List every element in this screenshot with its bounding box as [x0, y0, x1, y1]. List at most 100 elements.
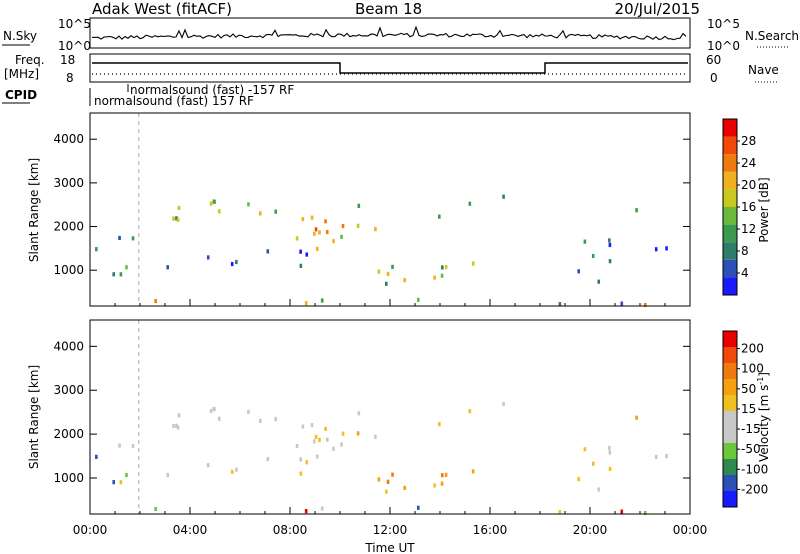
velocity-cell [468, 409, 472, 414]
power-cell [112, 272, 116, 277]
power-cell [217, 209, 221, 214]
power-cell [247, 202, 250, 207]
power-y-label: Slant Range [km] [27, 158, 41, 262]
velocity-cell [332, 446, 335, 451]
colorbar-segment [723, 363, 737, 379]
freq-right-tick-bottom: 0 [710, 71, 718, 85]
velocity-cell [437, 422, 441, 427]
noise-left-tick-bottom: 10^0 [58, 39, 91, 53]
velocity-cell [620, 509, 624, 514]
colorbar-segment [723, 459, 737, 475]
freq-left-tick-bottom: 8 [66, 71, 74, 85]
velocity-cell [295, 443, 299, 449]
power-cell [608, 242, 612, 248]
power-cell [608, 238, 611, 243]
power-cell [502, 194, 505, 199]
power-cell [266, 249, 270, 254]
velocity-cell [247, 409, 250, 414]
velocity-cell [235, 467, 238, 472]
power-y-axis: 1000 2000 3000 4000 [53, 132, 690, 277]
x-axis-label: Time UT [364, 541, 415, 554]
power-cell [258, 211, 262, 216]
colorbar-tick-label: 15 [741, 402, 756, 416]
power-cell [312, 231, 316, 236]
velocity-cell [357, 411, 361, 416]
velocity-cell [217, 416, 221, 421]
velocity-cell [377, 477, 381, 482]
power-cell [608, 259, 612, 264]
velocity-cell [384, 489, 388, 494]
velocity-cell [315, 454, 319, 459]
velocity-cell [166, 472, 170, 478]
power-cell [471, 261, 475, 266]
power-cell [444, 264, 448, 270]
velocity-cell [258, 418, 262, 423]
nave-label: Nave [748, 63, 779, 77]
noise-right-tick-top: 10^5 [707, 17, 740, 31]
velocity-cell [177, 413, 181, 418]
velocity-cell [154, 506, 157, 512]
power-cell [154, 298, 157, 304]
velocity-cell [176, 425, 180, 430]
colorbar-segment [723, 242, 737, 260]
power-cell [591, 253, 595, 259]
power-cell [403, 277, 407, 283]
y-tick-label: 2000 [53, 427, 84, 441]
velocity-cell [608, 466, 612, 472]
velocity-cell [274, 417, 278, 422]
colorbar-tick-label: 50 [741, 382, 756, 396]
colorbar-segment [723, 207, 737, 225]
noise-panel: N.Sky 10^5 10^0 10^5 10^0 N.Search [2, 17, 799, 53]
power-cell [230, 261, 234, 267]
power-data [95, 113, 668, 308]
noise-left-tick-top: 10^5 [58, 17, 91, 31]
power-cell [166, 265, 170, 270]
power-cell [314, 227, 318, 232]
power-cell [320, 298, 324, 303]
cpid-label: CPID [5, 88, 37, 102]
colorbar-segment [723, 491, 737, 507]
velocity-cell [299, 471, 303, 476]
velocity-cell [310, 423, 314, 428]
power-cell [299, 263, 303, 268]
power-cell [440, 273, 444, 278]
y-tick-label: 1000 [53, 263, 84, 277]
colorbar-segment [723, 277, 737, 295]
velocity-cell [471, 469, 475, 474]
y-tick-label: 4000 [53, 132, 84, 146]
cpid-line-1: normalsound (fast) -157 RF [130, 83, 294, 97]
noise-right-label: N.Search [745, 29, 799, 43]
power-cell [301, 216, 305, 222]
velocity-cell [665, 453, 668, 459]
power-cell [340, 234, 343, 240]
y-tick-label: 3000 [53, 176, 84, 190]
velocity-cell [325, 437, 329, 442]
velocity-panel: 1000 2000 3000 4000 00:00 04:00 08:00 12:00 16:… [27, 319, 707, 554]
power-cell [315, 246, 319, 251]
power-cell [654, 247, 658, 252]
power-cell [310, 215, 314, 220]
power-cell [468, 201, 472, 206]
power-cell [384, 281, 388, 286]
power-cell [356, 223, 360, 228]
freq-left-tick-top: 18 [60, 53, 75, 67]
y-tick-label: 2000 [53, 220, 84, 234]
velocity-cell [341, 431, 345, 436]
radar-title: Adak West (fitACF) [92, 0, 232, 18]
power-cell [577, 269, 581, 274]
power-cell [391, 264, 394, 269]
power-cell [299, 249, 302, 254]
velocity-cell [314, 434, 318, 440]
velocity-cell [299, 457, 302, 462]
velocity-cell [502, 402, 505, 407]
power-cell [597, 279, 601, 284]
power-cell [386, 271, 390, 277]
velocity-y-label: Slant Range [km] [27, 365, 41, 469]
power-cell [437, 214, 441, 219]
power-cell [416, 297, 420, 302]
colorbar-tick-label: -100 [741, 462, 768, 476]
velocity-cell [608, 445, 611, 451]
colorbar-tick-label: -50 [741, 442, 761, 456]
velocity-cell [266, 456, 270, 462]
